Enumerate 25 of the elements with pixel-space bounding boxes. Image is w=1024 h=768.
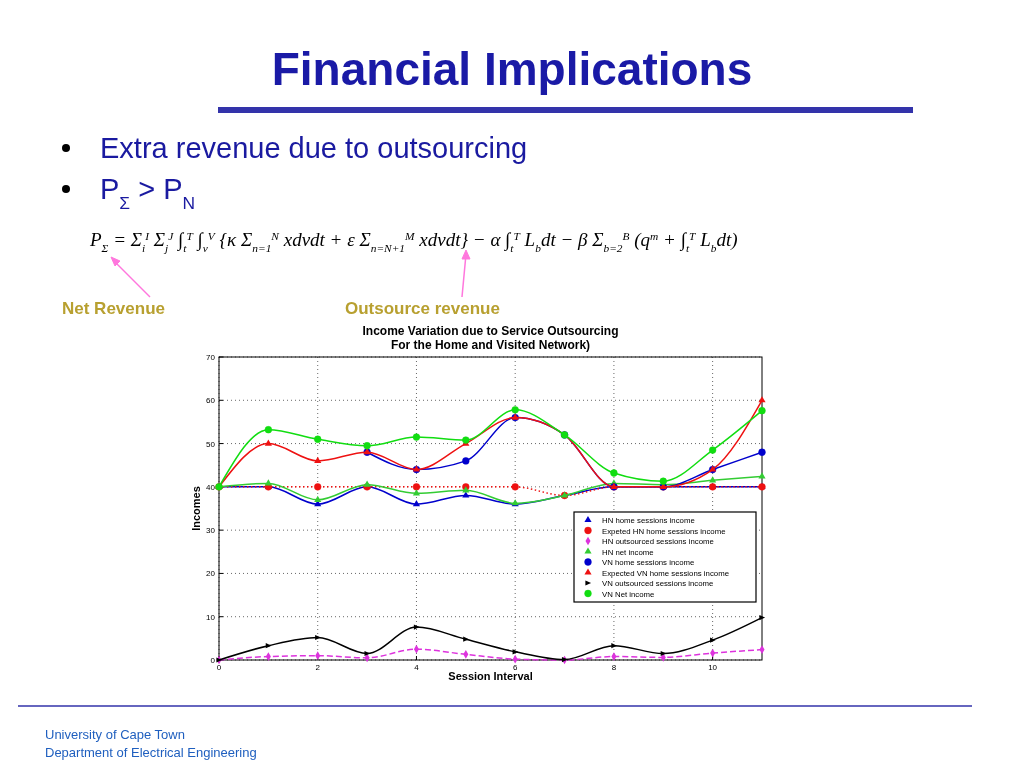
x-tick-label: 8 — [611, 663, 617, 672]
y-axis-title: Incomes — [190, 486, 202, 531]
y-tick-label: 50 — [206, 439, 216, 449]
x-tick-label: 0 — [216, 663, 222, 672]
y-tick-label: 60 — [206, 396, 216, 406]
y-tick-label: 10 — [206, 612, 216, 622]
text: University of Cape Town — [45, 727, 185, 742]
y-tick-label: 70 — [206, 353, 216, 362]
x-tick-label: 4 — [414, 663, 420, 672]
x-tick-label: 6 — [512, 663, 518, 672]
y-tick-label: 30 — [206, 526, 216, 536]
text: P$_{Σ}$ > P$_{N}$ — [100, 173, 196, 213]
x-axis-title: Session Interval — [448, 670, 533, 682]
text: Net Revenue — [62, 299, 165, 318]
chart-title: Financial Implications — [271, 43, 753, 95]
text: P$_{Σ}$ = Σ$_{i}$$^{I}$ Σ$_{j}$$^{J}$ ∫$_{t}$$^{T}$ ∫$_{v}$$^{V}$ {κ Σ$_{n=1}$$^{N}$ xdvdt + ε Σ$_{n=N+1}$$^{M}$ xdvdt} − α ∫$_{t}$$^{T}$ L$_{b}$dt − β Σ$_{b=2}$$^{B}$ (q$^{m}$ + ∫$_{t}$$^{T}$ L$_{b}$dt) — [90, 229, 738, 254]
text: Department of Electrical Engineering — [45, 745, 257, 760]
y-tick-label: 0 — [210, 656, 216, 665]
x-tick-label: 10 — [708, 663, 718, 672]
chart-subtitle: Income Variation due to Service Outsourcing For the Home and Visited Network) — [362, 324, 619, 352]
y-tick-label: 40 — [206, 482, 216, 492]
text: Outsource revenue — [345, 299, 500, 318]
text: Extra revenue due to outsourcing — [100, 132, 528, 164]
y-tick-label: 20 — [206, 569, 216, 579]
x-tick-label: 2 — [315, 663, 321, 672]
